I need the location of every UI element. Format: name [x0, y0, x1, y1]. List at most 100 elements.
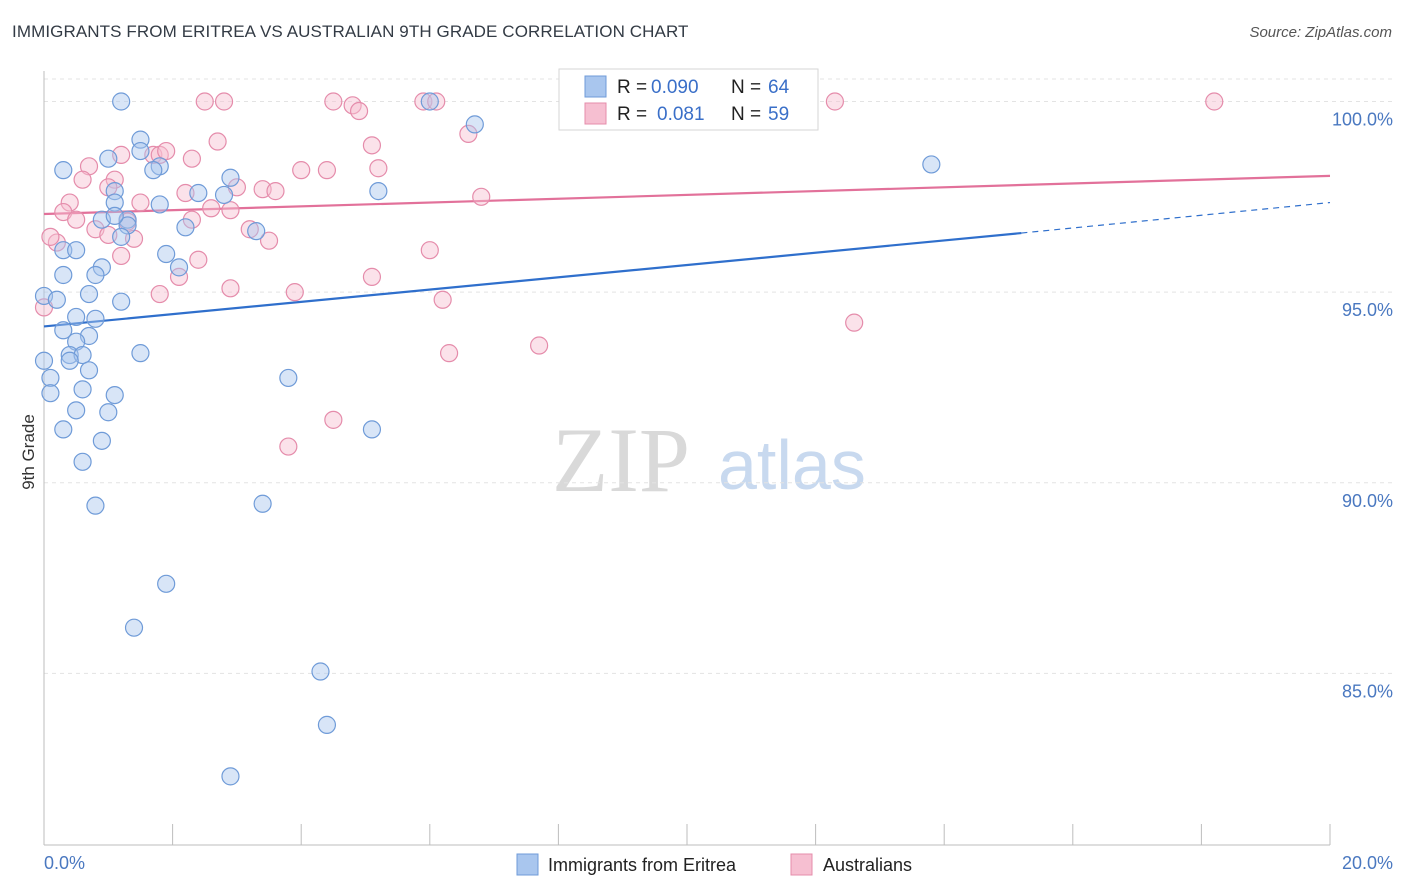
watermark-zip: ZIP: [552, 409, 690, 511]
point-australians: [459, 124, 478, 144]
y-tick-label: 100.0%: [1332, 110, 1393, 130]
point-eritrea: [124, 618, 144, 637]
point-australians: [60, 193, 79, 212]
point-australians: [221, 201, 240, 220]
point-eritrea: [105, 193, 124, 212]
point-australians: [1205, 92, 1224, 111]
legend-swatch-blue: [584, 75, 607, 98]
point-eritrea: [157, 574, 176, 593]
point-australians: [279, 437, 298, 456]
trend-line-eritrea-extension: [1021, 201, 1331, 234]
point-eritrea: [54, 321, 73, 340]
point-australians: [349, 101, 369, 121]
point-eritrea: [157, 244, 176, 264]
point-eritrea: [112, 92, 131, 111]
point-eritrea: [169, 258, 189, 277]
point-australians: [112, 246, 131, 266]
point-australians: [427, 92, 446, 111]
point-eritrea: [86, 309, 105, 328]
point-eritrea: [118, 216, 137, 235]
trend-lines: [43, 174, 1331, 328]
point-australians: [202, 199, 221, 218]
axes: [43, 71, 1331, 846]
y-axis-label: 9th Grade: [19, 414, 38, 490]
watermark-atlas: atlas: [718, 426, 866, 504]
point-eritrea: [112, 292, 131, 311]
data-points: [34, 92, 1224, 786]
point-australians: [825, 92, 844, 111]
point-australians: [414, 92, 433, 111]
point-eritrea: [420, 92, 439, 111]
point-australians: [317, 161, 337, 180]
point-australians: [169, 267, 189, 286]
point-australians: [439, 344, 459, 363]
trend-line-eritrea: [43, 231, 1022, 328]
point-australians: [157, 141, 176, 161]
point-australians: [182, 210, 201, 229]
point-eritrea: [221, 168, 240, 187]
point-australians: [292, 161, 311, 180]
point-australians: [150, 284, 169, 304]
point-australians: [67, 210, 86, 229]
point-eritrea: [79, 361, 99, 380]
point-eritrea: [67, 307, 86, 327]
legend-r-value-1: 0.090: [651, 77, 699, 98]
legend-r-label-1: R =: [617, 77, 647, 98]
point-eritrea: [73, 380, 92, 399]
point-australians: [182, 149, 201, 168]
trend-line-australians: [43, 174, 1331, 216]
point-eritrea: [176, 218, 195, 237]
point-eritrea: [253, 494, 272, 513]
point-eritrea: [67, 401, 86, 420]
point-australians: [195, 92, 214, 111]
point-australians: [530, 336, 549, 355]
legend-n-value-2: 59: [768, 104, 789, 125]
point-eritrea: [79, 284, 99, 304]
point-eritrea: [54, 265, 73, 285]
point-australians: [433, 290, 452, 309]
point-eritrea: [54, 241, 73, 260]
bottom-legend-label-2: Australians: [823, 855, 912, 875]
y-tick-label: 95.0%: [1342, 300, 1393, 320]
point-eritrea: [369, 182, 388, 201]
bottom-legend-label-1: Immigrants from Eritrea: [548, 855, 737, 875]
point-eritrea: [99, 149, 118, 168]
point-australians: [214, 92, 234, 111]
point-eritrea: [105, 385, 124, 405]
point-eritrea: [92, 431, 111, 450]
point-eritrea: [34, 351, 54, 370]
legend-n-value-1: 64: [768, 77, 790, 98]
legend-n-label-1: N =: [731, 77, 761, 98]
point-australians: [324, 410, 343, 429]
point-eritrea: [60, 351, 79, 370]
point-eritrea: [60, 345, 79, 365]
point-australians: [369, 159, 388, 178]
bottom-legend-swatch-blue: [516, 853, 539, 876]
point-eritrea: [465, 115, 484, 134]
y-tick-label: 85.0%: [1342, 681, 1393, 701]
point-australians: [845, 313, 864, 332]
chart-title: IMMIGRANTS FROM ERITREA VS AUSTRALIAN 9T…: [12, 22, 689, 41]
point-australians: [266, 182, 285, 201]
point-eritrea: [922, 155, 941, 174]
point-eritrea: [86, 265, 105, 285]
x-tick-label: 20.0%: [1342, 853, 1393, 873]
source-label: Source: ZipAtlas.com: [1249, 24, 1392, 41]
point-eritrea: [144, 161, 163, 180]
point-eritrea: [317, 715, 337, 734]
point-eritrea: [67, 241, 86, 260]
point-australians: [176, 183, 195, 203]
point-eritrea: [41, 368, 60, 388]
point-eritrea: [131, 344, 150, 363]
point-australians: [189, 250, 208, 269]
point-australians: [73, 170, 92, 189]
legend-r-value-2: 0.081: [657, 104, 705, 125]
point-eritrea: [73, 452, 92, 471]
bottom-legend-swatch-pink: [790, 853, 813, 876]
point-eritrea: [279, 368, 298, 388]
legend-r-label-2: R =: [617, 104, 647, 125]
point-eritrea: [86, 496, 105, 515]
point-eritrea: [105, 206, 124, 225]
point-eritrea: [150, 195, 169, 214]
point-australians: [285, 283, 304, 302]
